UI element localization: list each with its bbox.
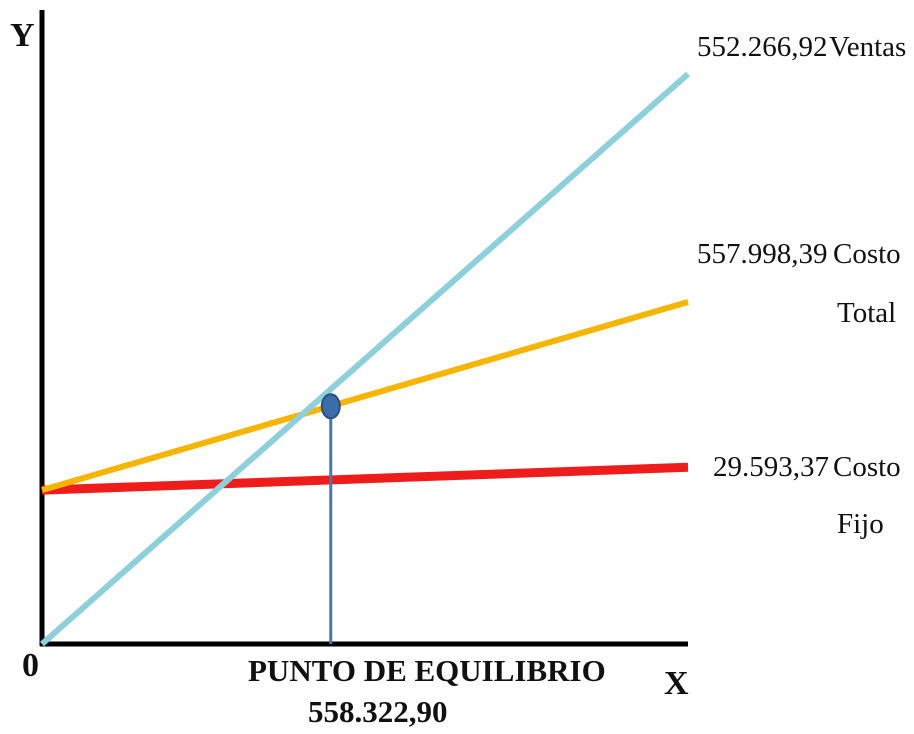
ventas-name-label: Ventas: [829, 31, 906, 63]
costo-total-name-label-1: Costo: [833, 238, 901, 270]
costo-fijo-value-label: 29.593,37: [713, 451, 829, 483]
costo-fijo-name-label-1: Costo: [833, 451, 901, 483]
break-even-value: 558.322,90: [308, 694, 448, 729]
break-even-title: PUNTO DE EQUILIBRIO: [248, 653, 606, 688]
costo-total-value-label: 557.998,39: [697, 238, 828, 270]
series-line-costo-total: [41, 299, 689, 493]
series-line-costo-fijo: [41, 462, 689, 495]
series-line-ventas: [40, 71, 690, 647]
x-axis-label: X: [664, 665, 689, 702]
costo-total-name-label-2: Total: [837, 297, 896, 329]
ventas-value-label: 552.266,92: [697, 31, 828, 63]
costo-fijo-name-label-2: Fijo: [837, 508, 884, 540]
y-axis-label: Y: [10, 17, 35, 54]
origin-label: 0: [22, 647, 39, 684]
break-even-marker: [320, 393, 341, 420]
